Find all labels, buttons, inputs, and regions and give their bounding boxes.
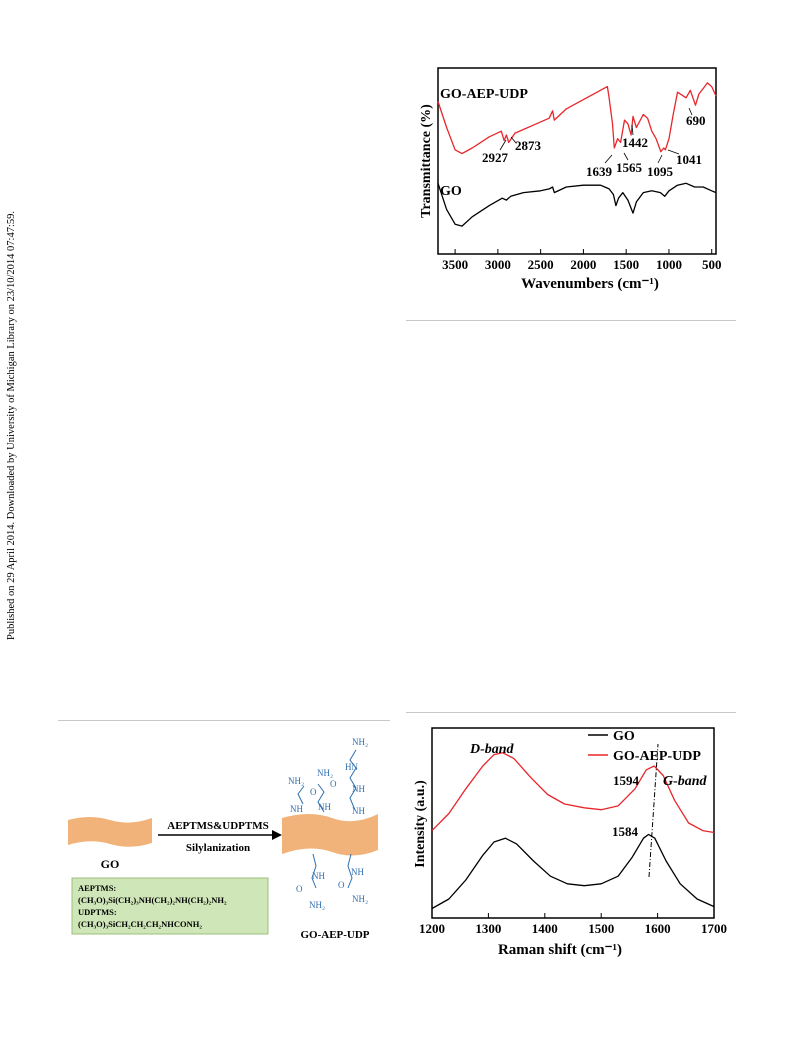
- raman-legend: GO GO-AEP-UDP: [588, 729, 701, 764]
- raman-d-band-label: D-band: [469, 742, 515, 757]
- nh2-label-f: NH₂: [352, 894, 368, 904]
- raman-x-axis-label: Raman shift (cm⁻¹): [498, 942, 622, 958]
- ftir-label-top: GO-AEP-UDP: [440, 87, 528, 102]
- series-line-go-aep-udp: [437, 82, 717, 155]
- reagent-line-1: AEPTMS:: [78, 883, 116, 893]
- reagent-box: [71, 877, 269, 935]
- reagent-line-4: (CH₃O)₃SiCH₂CH₂CH₂NHCONH₂: [78, 919, 202, 929]
- figure-divider-raman: [406, 712, 736, 713]
- legend-label-go-aep-udp: GO-AEP-UDP: [613, 749, 701, 764]
- x-tick-label-3000: 3000: [485, 257, 511, 272]
- synthesis-scheme: GO AEPTMS&UDPTMS Silylanization NH₂ O NH…: [68, 737, 378, 941]
- ftir-ann-1041: 1041: [676, 152, 702, 167]
- ftir-x-ticks: 3500 3000 2500 2000 1500 1000 500: [442, 249, 721, 272]
- x-tick-label-1500: 1500: [588, 921, 614, 936]
- go-sheet: [68, 817, 152, 847]
- hn-label-c: HN: [345, 762, 358, 772]
- published-side-note: Published on 29 April 2014. Downloaded b…: [6, 190, 20, 640]
- x-tick-label-1200: 1200: [419, 921, 445, 936]
- ftir-annotation-leaders: [499, 107, 693, 164]
- nh2-label-b: NH₂: [317, 768, 333, 778]
- legend-label-go: GO: [613, 729, 635, 744]
- ftir-ann-1442: 1442: [622, 135, 648, 150]
- x-tick-label-500: 500: [702, 257, 722, 272]
- raman-series: [431, 752, 715, 910]
- x-tick-label-1700: 1700: [701, 921, 727, 936]
- ftir-ann-1639: 1639: [586, 164, 613, 179]
- ftir-x-axis-label: Wavenumbers (cm⁻¹): [521, 276, 659, 292]
- x-tick-label-1600: 1600: [645, 921, 671, 936]
- x-tick-label-2000: 2000: [570, 257, 596, 272]
- x-tick-label-1000: 1000: [656, 257, 682, 272]
- go-label: GO: [101, 857, 120, 871]
- raman-g-band-label: G-band: [663, 774, 708, 789]
- product-top-groups: [297, 749, 357, 813]
- arrow-top-label: AEPTMS&UDPTMS: [167, 820, 268, 832]
- x-tick-label-1300: 1300: [475, 921, 501, 936]
- nh-label-f: NH: [351, 867, 364, 877]
- raman-x-ticks: 1200 1300 1400 1500 1600 1700: [419, 913, 727, 936]
- series-line-go: [431, 833, 715, 910]
- nh2-label-a: NH₂: [288, 776, 304, 786]
- product-bottom-labels: NH O NH₂ NH O NH₂: [296, 867, 368, 910]
- raman-peak-shift-line: [648, 743, 659, 878]
- raman-1584-label: 1584: [612, 824, 639, 839]
- nh2-label-c: NH₂: [352, 737, 368, 747]
- reagent-line-2: (CH₃O)₃Si(CH₂)₃NH(CH₂)₂NH(CH₂)₂NH₂: [78, 895, 227, 905]
- ftir-plot-frame: [437, 67, 717, 255]
- arrow-bottom-label: Silylanization: [186, 842, 250, 854]
- ftir-ann-1565: 1565: [616, 160, 643, 175]
- product-bottom-groups: [311, 853, 353, 889]
- o-label-f: O: [338, 880, 345, 890]
- o-label-a: O: [310, 787, 317, 797]
- figure-divider-top: [406, 320, 736, 321]
- ftir-ann-2873: 2873: [515, 138, 542, 153]
- ftir-spectrum-chart: 3500 3000 2500 2000 1500 1000 500 GO-AEP-UDP G…: [419, 67, 721, 292]
- nh-label-d: NH: [352, 806, 365, 816]
- nh-label-c: NH: [352, 784, 365, 794]
- nh2-label-e: NH₂: [309, 900, 325, 910]
- x-tick-label-1500: 1500: [613, 257, 639, 272]
- reagent-box-text: AEPTMS: (CH₃O)₃Si(CH₂)₃NH(CH₂)₂NH(CH₂)₂N…: [78, 883, 227, 929]
- o-label-b: O: [330, 779, 337, 789]
- raman-plot-frame: [431, 727, 715, 919]
- reaction-arrowhead: [272, 830, 282, 840]
- o-label-e: O: [296, 884, 303, 894]
- figure-divider-scheme: [58, 720, 390, 721]
- raman-y-axis-label: Intensity (a.u.): [413, 780, 428, 868]
- ftir-ann-690: 690: [686, 113, 706, 128]
- ftir-ann-2927: 2927: [482, 150, 509, 165]
- nh-label-b: NH: [318, 802, 331, 812]
- reagent-line-3: UDPTMS:: [78, 907, 117, 917]
- product-sheet: [282, 814, 378, 856]
- side-note-text: Published on 29 April 2014. Downloaded b…: [6, 210, 17, 640]
- nh-label-e: NH: [312, 871, 325, 881]
- nh-label-a: NH: [290, 804, 303, 814]
- product-label: GO-AEP-UDP: [300, 929, 369, 941]
- raman-spectrum-chart: 1200 1300 1400 1500 1600 1700 D-band G-band 1…: [413, 727, 727, 958]
- ftir-y-axis-label: Transmittance (%): [419, 104, 434, 218]
- x-tick-label-2500: 2500: [528, 257, 554, 272]
- series-line-go-aep-udp: [431, 752, 715, 834]
- x-tick-label-3500: 3500: [442, 257, 468, 272]
- ftir-series: [437, 82, 717, 227]
- series-line-go: [437, 182, 717, 227]
- ftir-label-bottom: GO: [440, 184, 462, 199]
- product-top-labels: NH₂ O NH NH₂ O NH NH₂ HN NH NH: [288, 737, 368, 816]
- raman-1594-label: 1594: [613, 773, 640, 788]
- ftir-ann-1095: 1095: [647, 164, 674, 179]
- x-tick-label-1400: 1400: [532, 921, 558, 936]
